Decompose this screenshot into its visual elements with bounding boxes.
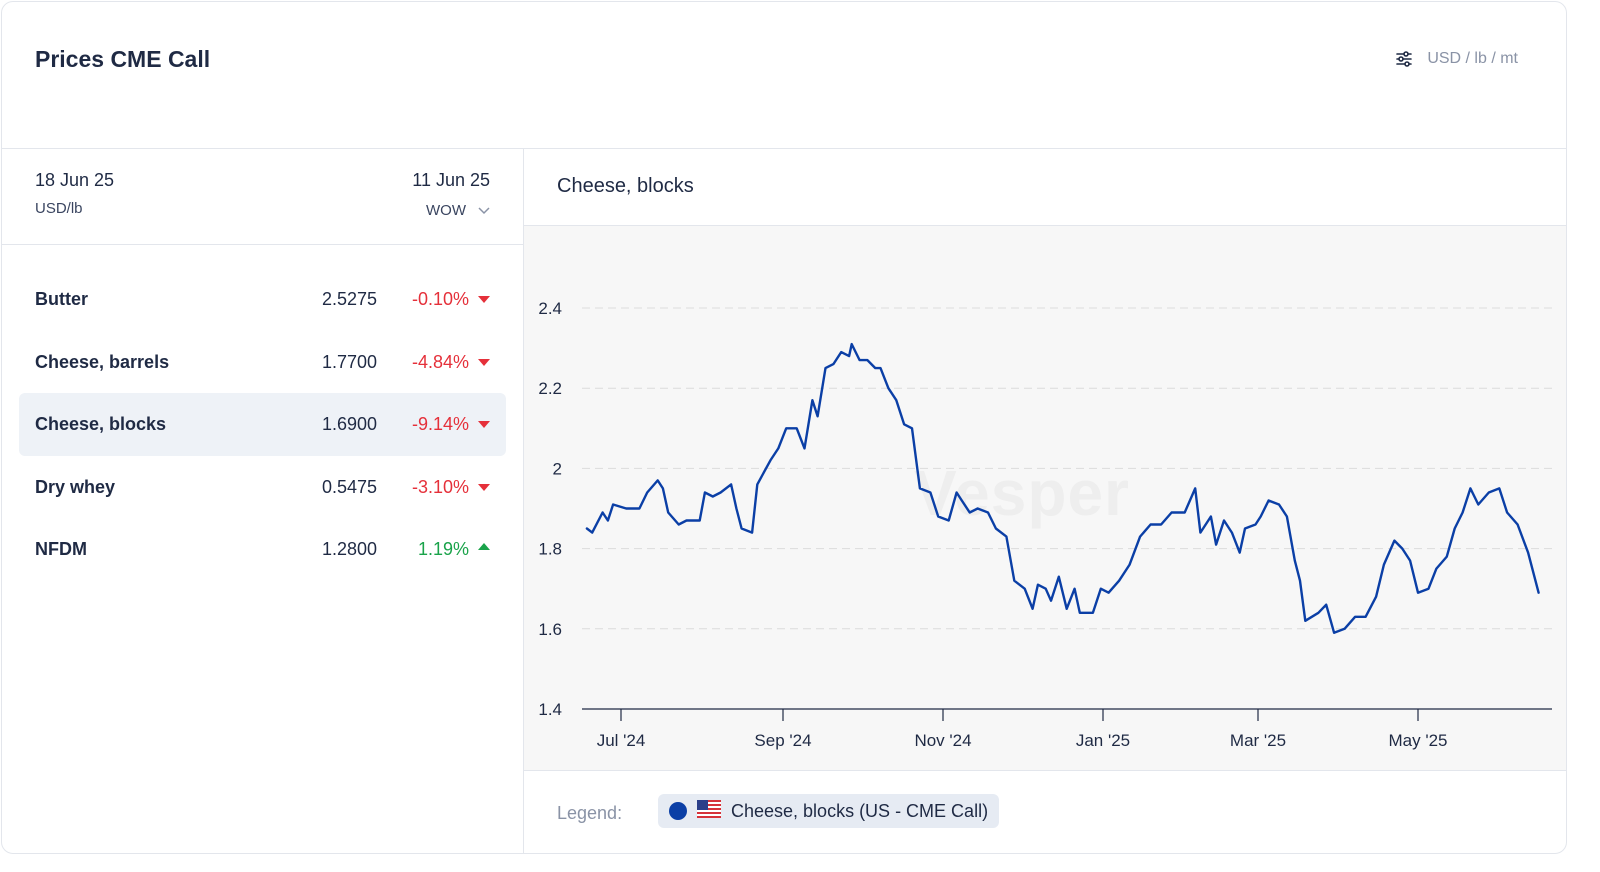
product-row-butter[interactable]: Butter 2.5275 -0.10% bbox=[19, 268, 506, 331]
x-tick-label: May '25 bbox=[1389, 731, 1448, 750]
product-value: 1.6900 bbox=[321, 414, 377, 434]
price-list-panel: 18 Jun 25 USD/lb 11 Jun 25 WOW Butter 2.… bbox=[2, 148, 524, 853]
product-change: -9.14% bbox=[411, 414, 469, 434]
price-unit: USD/lb bbox=[35, 200, 83, 217]
y-tick-label: 1.4 bbox=[538, 700, 562, 719]
product-name: NFDM bbox=[35, 539, 87, 559]
chart-legend: Legend: Cheese, blocks (US - CME Call) bbox=[524, 770, 1566, 853]
product-change: -0.10% bbox=[411, 289, 469, 309]
down-arrow-icon bbox=[478, 358, 490, 366]
y-tick-label: 1.8 bbox=[538, 540, 562, 559]
product-change: 1.19% bbox=[417, 539, 469, 559]
product-value: 0.5475 bbox=[321, 476, 377, 497]
compare-mode-dropdown[interactable]: WOW bbox=[426, 202, 490, 219]
series-color-dot bbox=[669, 802, 687, 820]
x-tick-label: Sep '24 bbox=[754, 731, 811, 750]
unit-selector-button[interactable]: USD / lb / mt bbox=[1395, 50, 1518, 68]
product-name: Dry whey bbox=[35, 476, 116, 497]
sliders-icon bbox=[1395, 50, 1413, 68]
card-header: Prices CME Call USD / lb / mt bbox=[2, 2, 1566, 149]
legend-label: Legend: bbox=[557, 803, 623, 823]
y-tick-label: 2.2 bbox=[538, 379, 562, 398]
x-tick-label: Nov '24 bbox=[914, 731, 971, 750]
x-tick-label: Jul '24 bbox=[597, 731, 646, 750]
compare-mode-label: WOW bbox=[426, 202, 466, 219]
chart-plot-area[interactable]: Vesper 2.4 2.2 2 1.8 1.6 1.4 Jul '24 Sep '24 Nov… bbox=[524, 226, 1567, 771]
down-arrow-icon bbox=[478, 421, 490, 428]
chart-header: Cheese, blocks bbox=[524, 148, 1566, 226]
x-tick-label: Mar '25 bbox=[1230, 731, 1286, 750]
y-tick-label: 1.6 bbox=[538, 620, 562, 639]
product-name: Cheese, barrels bbox=[35, 351, 170, 372]
product-name: Cheese, blocks bbox=[35, 414, 167, 434]
series-line-cheese-blocks[interactable] bbox=[585, 342, 1540, 634]
legend-series-label: Cheese, blocks (US - CME Call) bbox=[731, 800, 989, 821]
product-value: 1.2800 bbox=[321, 539, 377, 559]
chevron-down-icon bbox=[478, 202, 490, 219]
product-row-cheese-barrels[interactable]: Cheese, barrels 1.7700 -4.84% bbox=[19, 331, 506, 394]
product-row-cheese-blocks[interactable]: Cheese, blocks 1.6900 -9.14% bbox=[19, 393, 506, 456]
down-arrow-icon bbox=[478, 296, 490, 303]
product-name: Butter bbox=[35, 289, 88, 309]
product-list: Butter 2.5275 -0.10% Cheese, barrels 1.7… bbox=[19, 268, 506, 581]
price-list-header: 18 Jun 25 USD/lb 11 Jun 25 WOW bbox=[2, 148, 523, 245]
product-change: -4.84% bbox=[411, 351, 469, 372]
product-change: -3.10% bbox=[411, 476, 469, 497]
current-date: 18 Jun 25 bbox=[35, 170, 115, 190]
product-row-dry-whey[interactable]: Dry whey 0.5475 -3.10% bbox=[19, 456, 506, 519]
y-tick-label: 2 bbox=[553, 459, 562, 478]
chart-title: Cheese, blocks bbox=[557, 175, 694, 197]
product-value: 1.7700 bbox=[321, 351, 377, 372]
down-arrow-icon bbox=[478, 483, 490, 491]
up-arrow-icon bbox=[478, 543, 490, 550]
product-row-nfdm[interactable]: NFDM 1.2800 1.19% bbox=[19, 518, 506, 581]
line-chart[interactable]: 2.4 2.2 2 1.8 1.6 1.4 Jul '24 Sep '24 Nov '24 Jan… bbox=[524, 226, 1567, 770]
compare-date: 11 Jun 25 bbox=[412, 170, 490, 190]
us-flag-icon bbox=[697, 799, 721, 823]
y-tick-label: 2.4 bbox=[538, 299, 562, 318]
legend-item-cheese-blocks[interactable]: Cheese, blocks (US - CME Call) bbox=[658, 794, 1000, 828]
page-title: Prices CME Call bbox=[35, 46, 211, 72]
x-tick-label: Jan '25 bbox=[1076, 731, 1130, 750]
product-value: 2.5275 bbox=[321, 289, 377, 309]
prices-card: Prices CME Call USD / lb / mt 18 Jun 25 … bbox=[1, 1, 1567, 854]
chart-panel: Cheese, blocks Vesper 2.4 2.2 2 1.8 1.6 1.4 Ju… bbox=[524, 148, 1567, 853]
unit-selector-label: USD / lb / mt bbox=[1427, 50, 1518, 67]
